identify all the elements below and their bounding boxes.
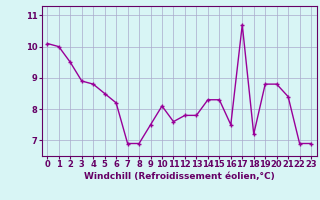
X-axis label: Windchill (Refroidissement éolien,°C): Windchill (Refroidissement éolien,°C)	[84, 172, 275, 181]
